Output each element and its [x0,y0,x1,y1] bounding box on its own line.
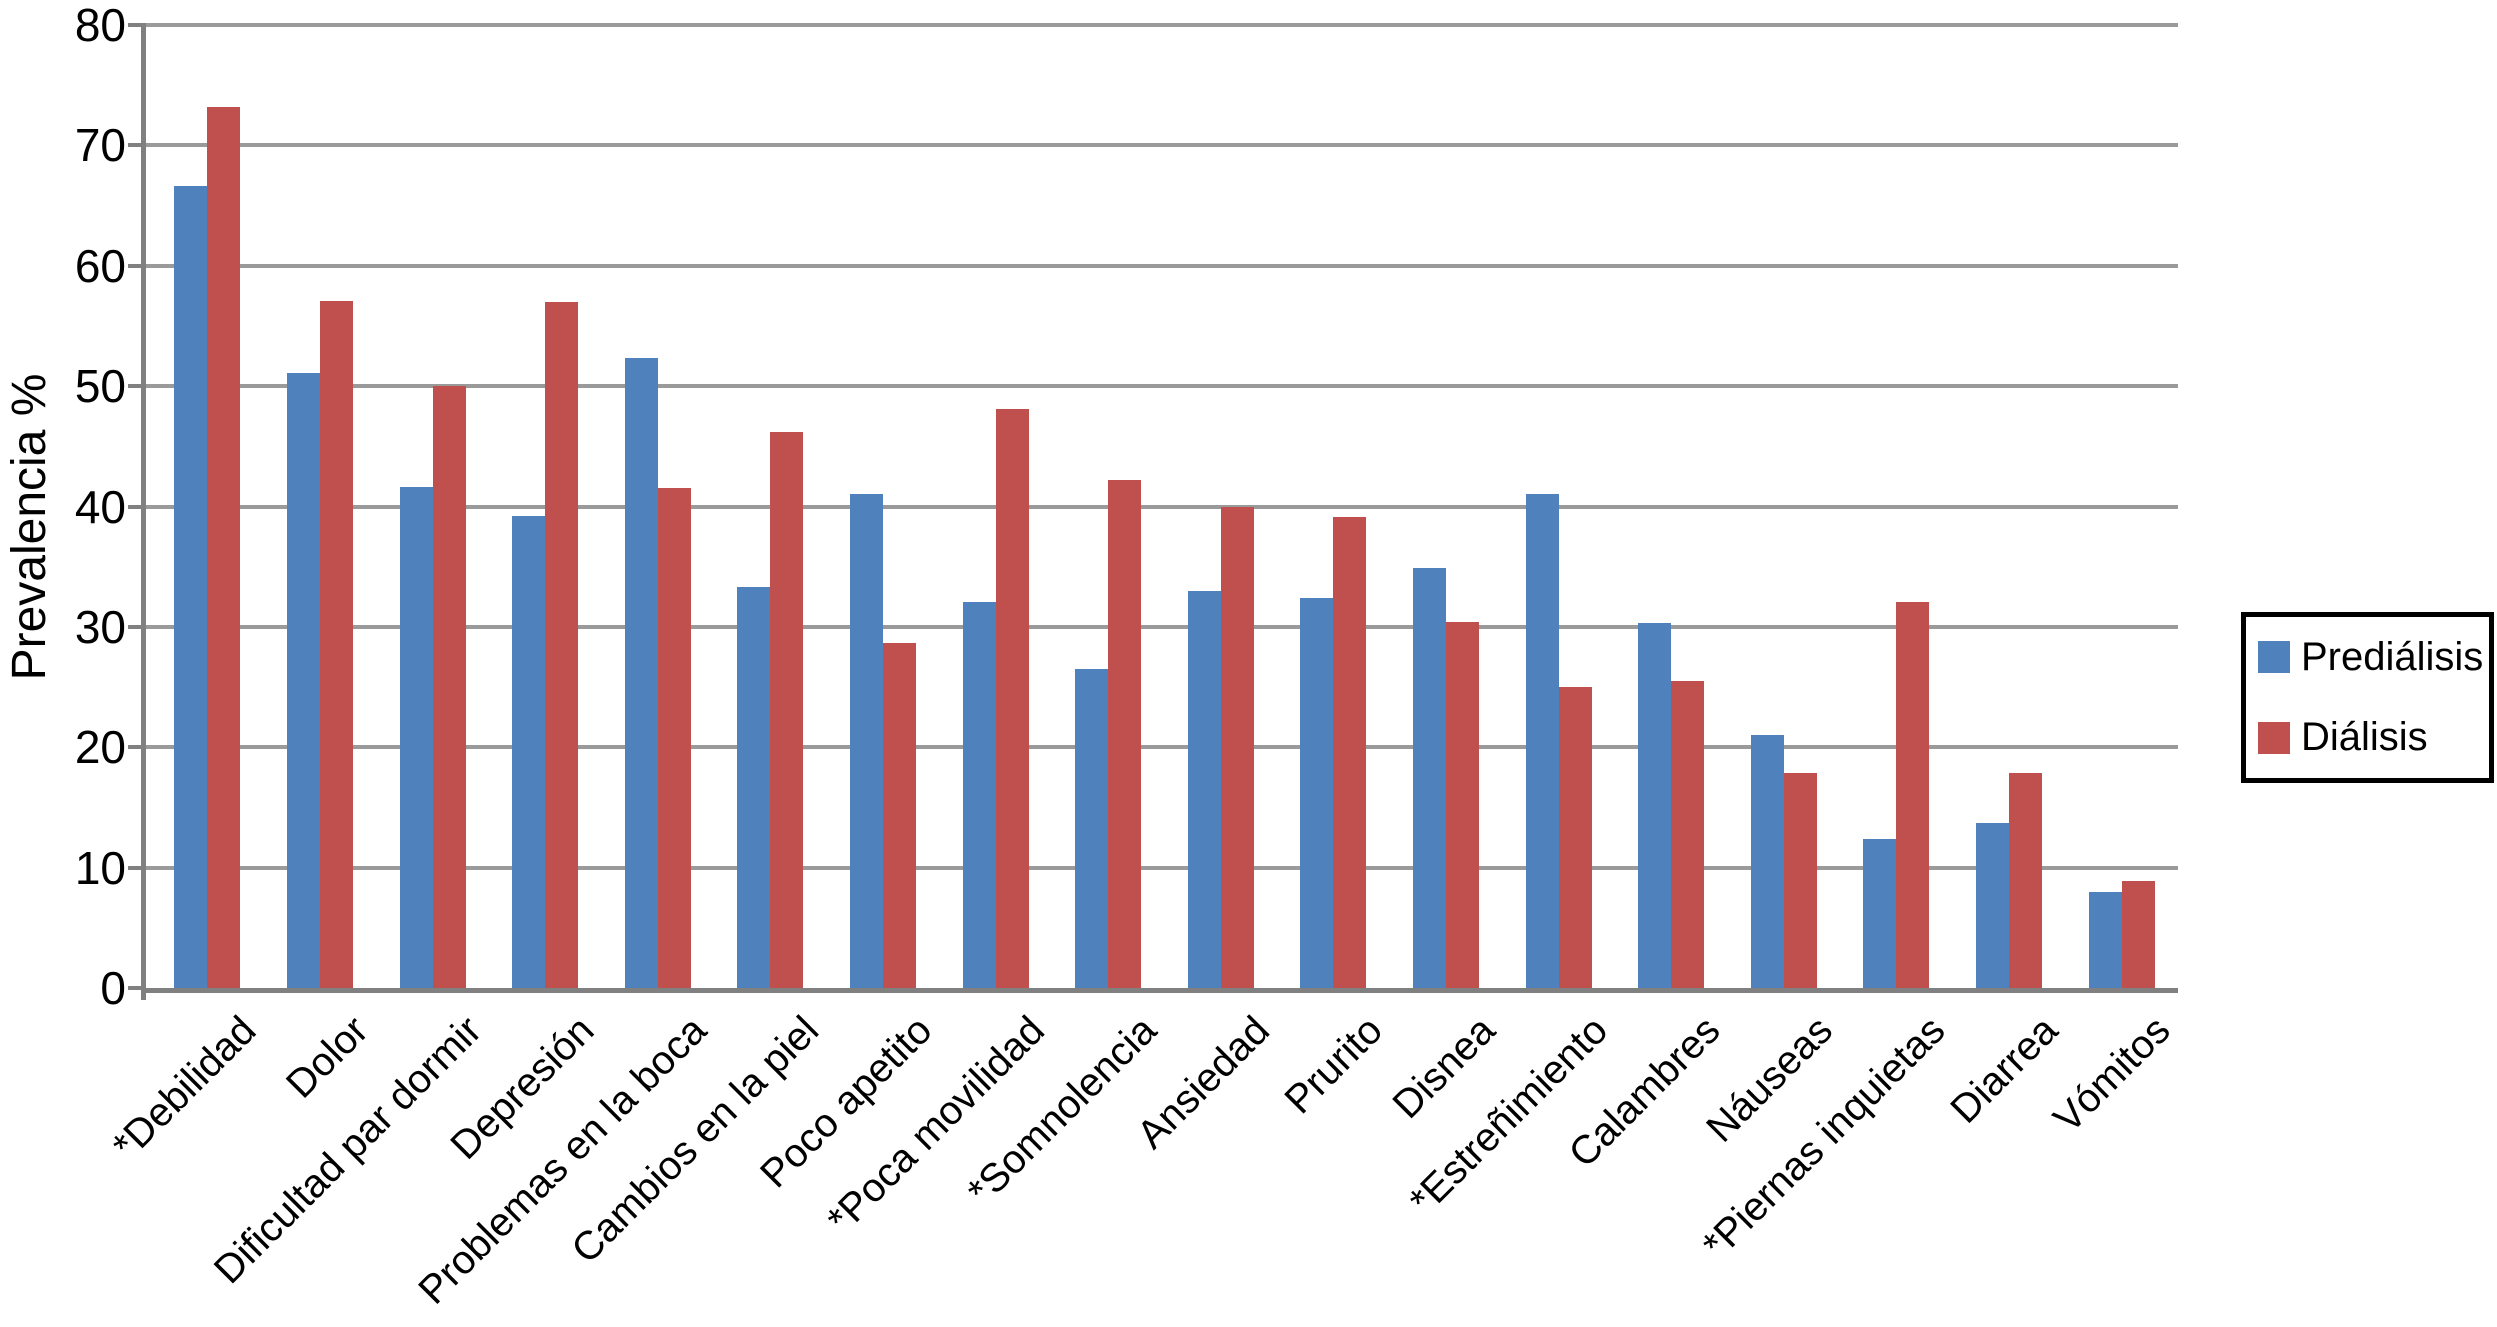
bar-dialisis-2 [319,300,353,988]
bar-dialisis-6 [770,431,804,988]
bar-dialisis-3 [432,386,466,988]
bar-predialisis-12 [1413,567,1447,988]
y-tick-label-20: 20 [74,721,126,774]
bar-predialisis-4 [512,516,546,988]
y-axis-tick-20 [128,745,141,750]
bar-predialisis-11 [1300,597,1334,988]
bar-predialisis-7 [849,494,883,988]
bar-predialisis-9 [1075,669,1109,988]
bar-dialisis-9 [1108,480,1142,988]
y-tick-label-70: 70 [74,119,126,172]
y-axis-tick-80 [128,23,141,27]
gridline-70 [146,143,2178,148]
y-axis-line [141,23,146,1000]
y-tick-label-80: 80 [74,0,126,51]
x-category-label-11: Prurito [1276,1008,1391,1123]
y-axis-tick-40 [128,504,141,509]
bar-predialisis-2 [286,372,320,988]
bar-dialisis-16 [1896,601,1930,988]
y-axis-tick-50 [128,384,141,389]
bar-dialisis-14 [1671,681,1705,988]
bar-dialisis-11 [1333,517,1367,988]
bar-dialisis-17 [2009,772,2043,988]
x-category-label-18: Vómitos [2045,1008,2179,1142]
bar-predialisis-1 [174,186,208,988]
x-category-label-2: Dolor [278,1008,378,1107]
bar-predialisis-5 [624,358,658,988]
x-category-label-13: *Estreñimiento [1400,1008,1616,1224]
y-axis-tick-70 [128,143,141,148]
bar-predialisis-18 [2088,891,2122,988]
x-axis-line [141,988,2178,993]
bar-dialisis-7 [882,642,916,988]
bar-dialisis-5 [657,488,691,988]
legend-item-dialisis: Diálisis [2258,715,2489,760]
bar-dialisis-13 [1558,687,1592,988]
bar-predialisis-13 [1525,494,1559,988]
legend-item-predialisis: Prediálisis [2258,635,2489,680]
x-category-label-1: *Debilidad [104,1008,265,1169]
y-tick-label-50: 50 [74,360,126,413]
y-tick-label-30: 30 [74,600,126,653]
legend-label-dialisis: Diálisis [2301,715,2428,760]
y-axis-tick-10 [128,865,141,870]
gridline-50 [146,384,2178,389]
legend: Prediálisis Diálisis [2241,612,2494,783]
gridline-40 [146,504,2178,509]
bar-dialisis-10 [1220,506,1254,988]
bar-predialisis-3 [399,487,433,988]
y-tick-label-40: 40 [74,480,126,533]
gridline-30 [146,624,2178,629]
gridline-80 [146,23,2178,27]
bar-dialisis-15 [1783,772,1817,988]
bar-predialisis-17 [1976,823,2010,988]
legend-swatch-predialisis [2258,641,2290,674]
y-tick-label-10: 10 [74,841,126,894]
gridline-60 [146,263,2178,268]
y-axis-tick-60 [128,263,141,268]
bar-dialisis-18 [2121,880,2155,988]
bar-predialisis-8 [962,601,996,988]
bar-predialisis-16 [1863,838,1897,988]
gridline-20 [146,745,2178,750]
bar-dialisis-4 [545,301,579,988]
bar-dialisis-8 [995,408,1029,988]
bar-dialisis-1 [207,106,241,988]
bar-dialisis-12 [1446,622,1480,988]
bar-predialisis-15 [1750,735,1784,988]
legend-swatch-dialisis [2258,721,2290,754]
y-axis-tick-30 [128,624,141,629]
bar-predialisis-10 [1187,590,1221,988]
bar-predialisis-6 [737,587,771,988]
bar-predialisis-14 [1638,623,1672,988]
y-tick-label-60: 60 [74,239,126,292]
legend-label-predialisis: Prediálisis [2301,634,2484,679]
y-tick-label-0: 0 [100,962,126,1014]
y-axis-tick-0 [128,986,141,990]
gridline-10 [146,865,2178,870]
